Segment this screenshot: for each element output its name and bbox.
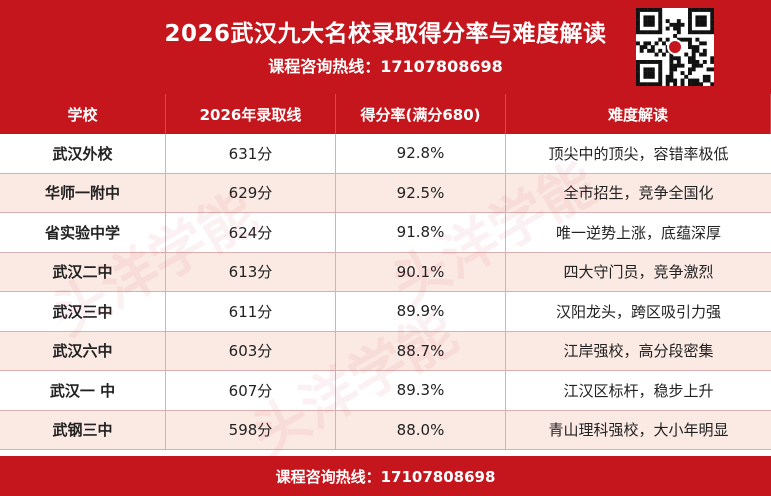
cell-score: 598分 (166, 410, 336, 449)
table-row: 武汉外校 631分 92.8% 顶尖中的顶尖，容错率极低 (0, 134, 771, 174)
cell-rate: 88.0% (336, 410, 506, 449)
cell-school: 武汉二中 (0, 252, 166, 291)
cell-rate: 88.7% (336, 331, 506, 370)
table-row: 武汉二中 613分 90.1% 四大守门员，竞争激烈 (0, 252, 771, 292)
table-row: 武钢三中 598分 88.0% 青山理科强校，大小年明显 (0, 410, 771, 450)
cell-score: 624分 (166, 213, 336, 252)
table-row: 武汉三中 611分 89.9% 汉阳龙头，跨区吸引力强 (0, 292, 771, 332)
cell-school: 省实验中学 (0, 213, 166, 252)
column-header-score: 2026年录取线 (166, 94, 336, 134)
cell-rate: 90.1% (336, 252, 506, 291)
column-header-school: 学校 (0, 94, 166, 134)
cell-note: 顶尖中的顶尖，容错率极低 (548, 144, 729, 163)
table-row: 武汉六中 603分 88.7% 江岸强校，高分段密集 (0, 331, 771, 371)
footer-hotline: 课程咨询热线：17107808698 (0, 456, 771, 496)
cell-school: 武汉三中 (0, 292, 166, 331)
cell-note: 汉阳龙头，跨区吸引力强 (555, 302, 721, 321)
table-header-row: 学校 2026年录取线 得分率(满分680) 难度解读 (0, 94, 771, 134)
cell-rate: 89.9% (336, 292, 506, 331)
table-row: 武汉一 中 607分 89.3% 江汉区标杆，稳步上升 (0, 371, 771, 411)
cell-score: 603分 (166, 331, 336, 370)
cell-score: 631分 (166, 134, 336, 173)
cell-note: 青山理科强校，大小年明显 (548, 421, 729, 440)
cell-school: 武汉一 中 (0, 371, 166, 410)
column-header-note: 难度解读 (506, 94, 771, 134)
cell-rate: 92.8% (336, 134, 506, 173)
cell-note: 江岸强校，高分段密集 (563, 342, 714, 361)
admission-table: 学校 2026年录取线 得分率(满分680) 难度解读 武汉外校 631分 92.8… (0, 94, 771, 450)
cell-score: 607分 (166, 371, 336, 410)
table-row: 华师一附中 629分 92.5% 全市招生，竞争全国化 (0, 173, 771, 213)
cell-school: 武汉六中 (0, 331, 166, 370)
cell-school: 武钢三中 (0, 410, 166, 449)
column-header-rate: 得分率(满分680) (336, 94, 506, 134)
cell-score: 611分 (166, 292, 336, 331)
cell-note: 江汉区标杆，稳步上升 (563, 381, 714, 400)
cell-note: 唯一逆势上涨，底蕴深厚 (555, 223, 721, 242)
cell-school: 武汉外校 (0, 134, 166, 173)
cell-rate: 91.8% (336, 213, 506, 252)
page-title: 2026武汉九大名校录取得分率与难度解读 (164, 21, 607, 47)
qr-code-icon[interactable] (636, 8, 714, 86)
header-banner: 2026武汉九大名校录取得分率与难度解读 课程咨询热线：17107808698 (0, 0, 771, 94)
cell-rate: 92.5% (336, 173, 506, 212)
cell-note: 四大守门员，竞争激烈 (563, 263, 714, 282)
cell-school: 华师一附中 (0, 173, 166, 212)
table-row: 省实验中学 624分 91.8% 唯一逆势上涨，底蕴深厚 (0, 213, 771, 253)
hotline-subtitle: 课程咨询热线：17107808698 (268, 57, 503, 76)
cell-note: 全市招生，竞争全国化 (563, 184, 714, 203)
cell-score: 629分 (166, 173, 336, 212)
cell-rate: 89.3% (336, 371, 506, 410)
cell-score: 613分 (166, 252, 336, 291)
